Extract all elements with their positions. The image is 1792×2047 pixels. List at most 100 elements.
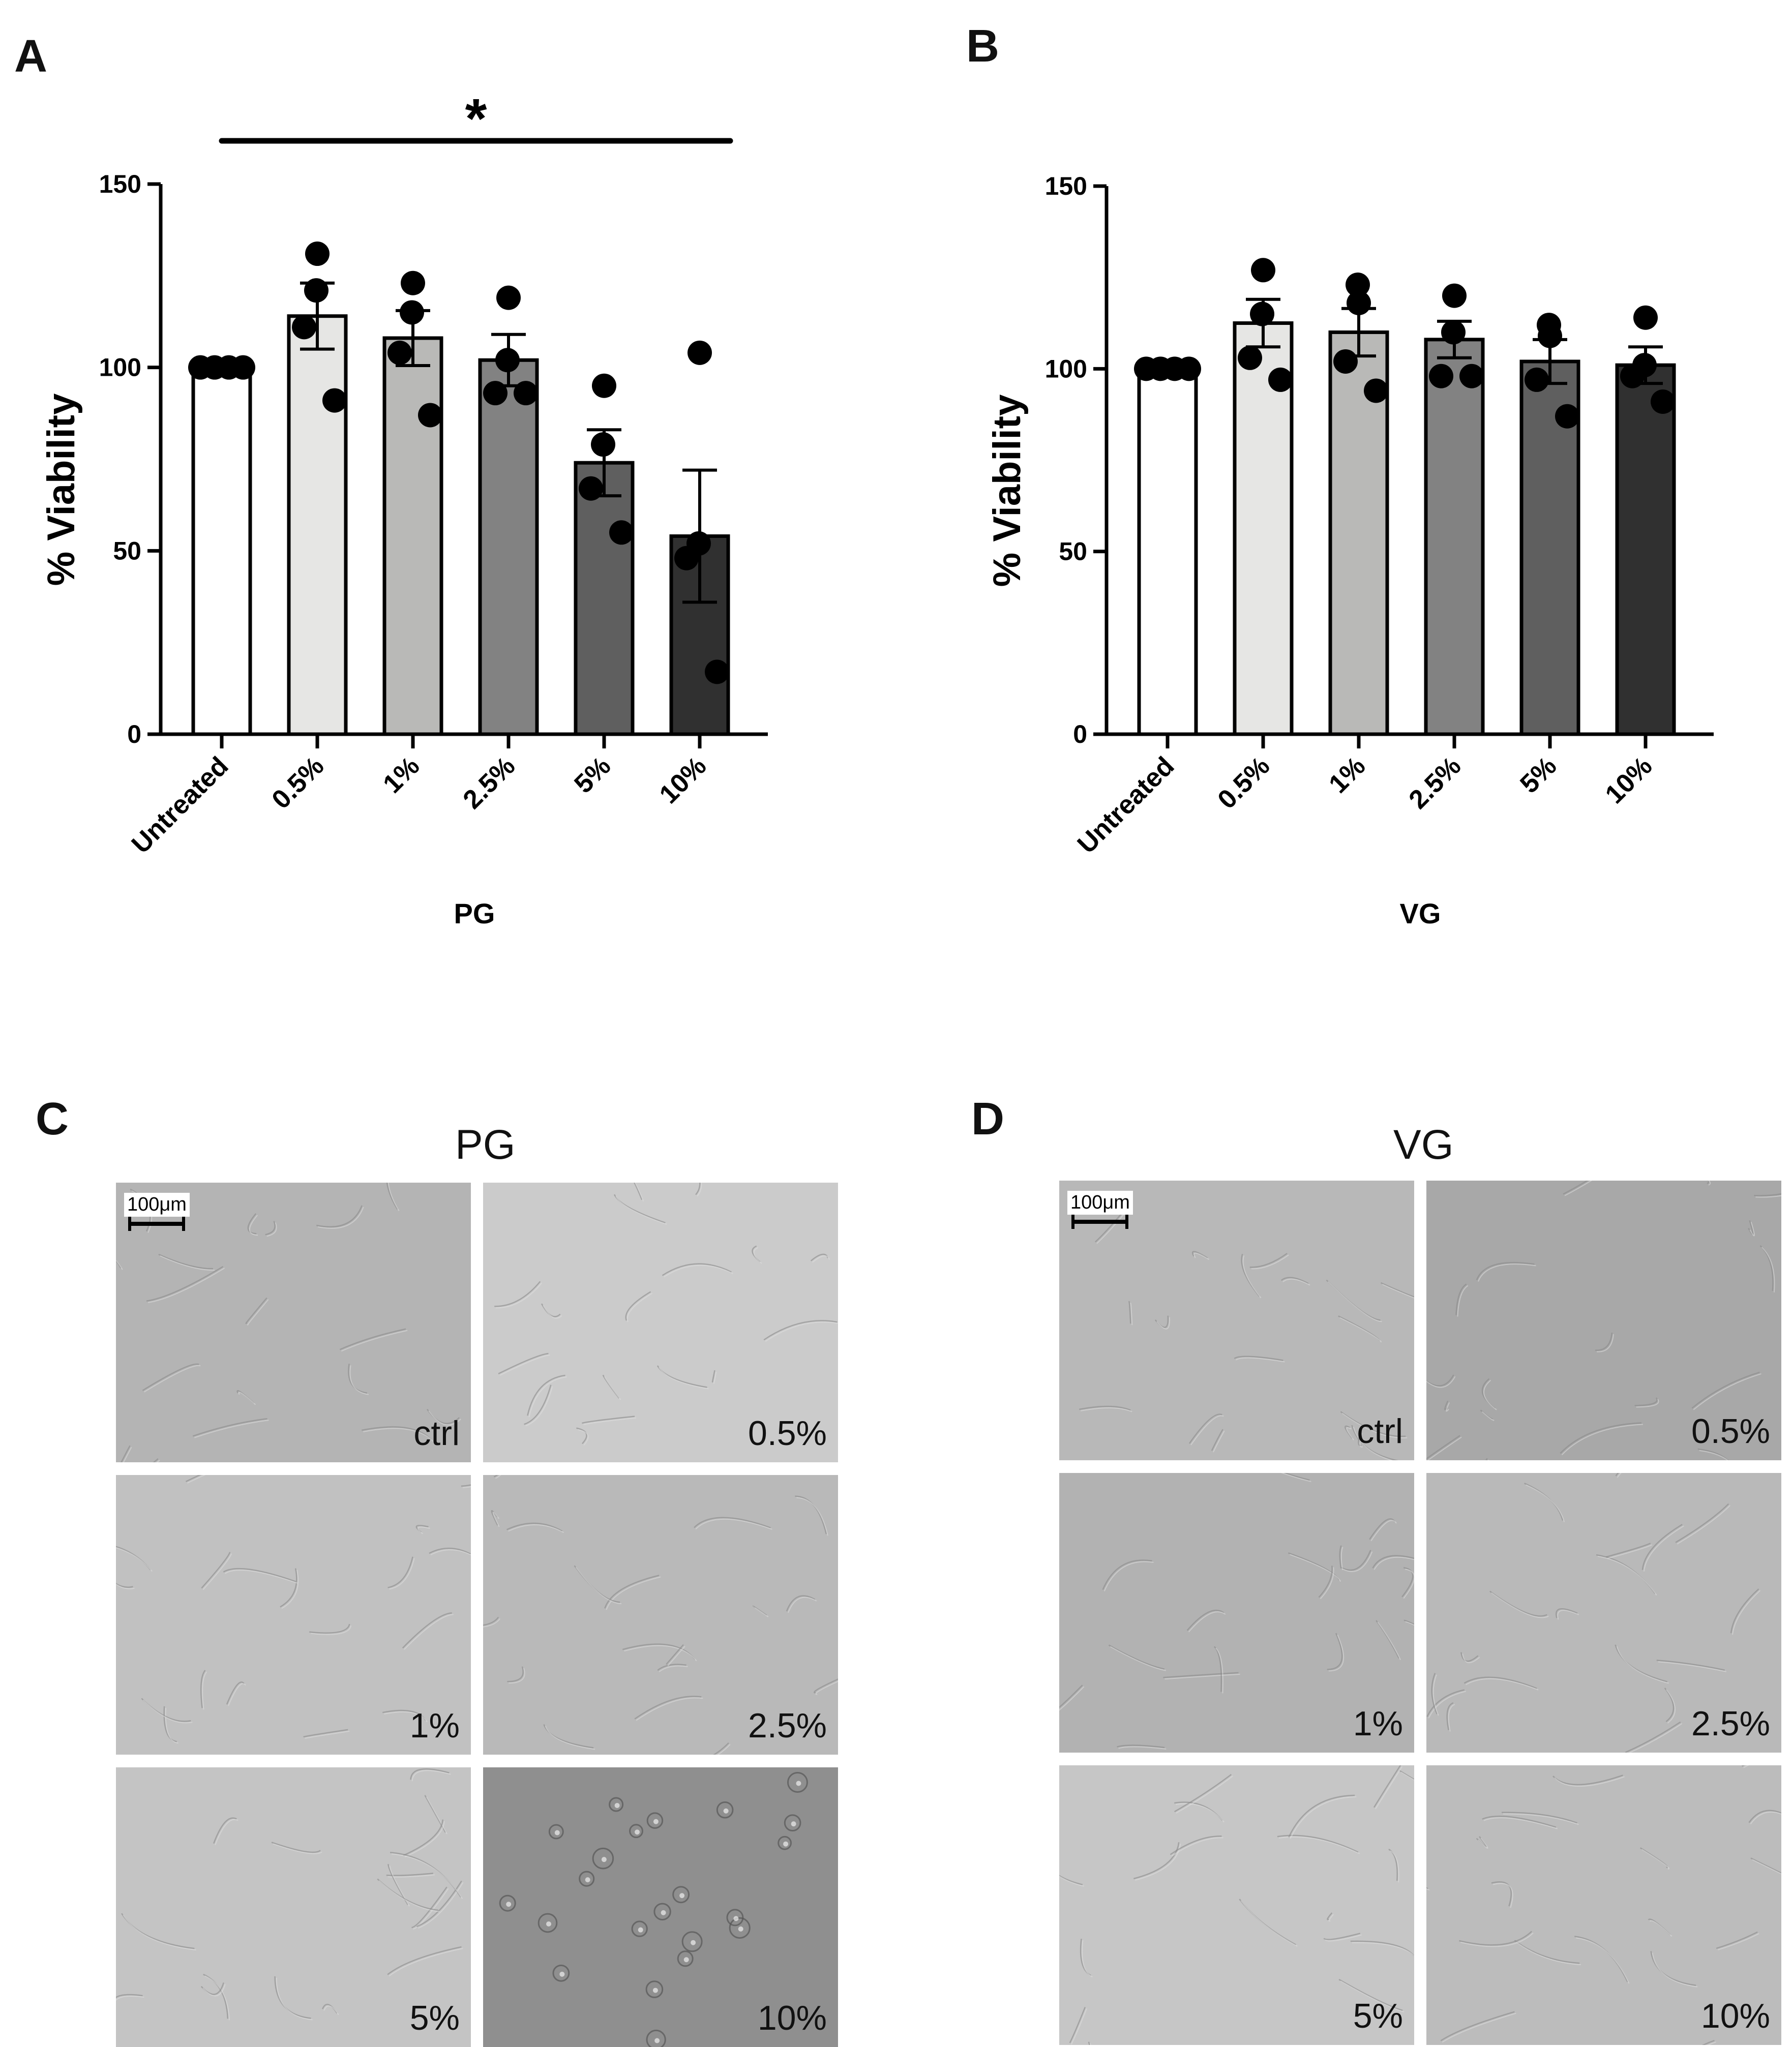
panel-label-d: D	[971, 1094, 1004, 1145]
data-point	[1346, 273, 1370, 297]
x-axis-label: VG	[1400, 897, 1441, 929]
micrograph-label: 2.5%	[748, 1706, 827, 1745]
data-point	[514, 381, 538, 406]
data-point	[1251, 258, 1275, 283]
data-point	[1525, 367, 1549, 392]
scale-bar: 100μm	[124, 1193, 190, 1231]
micrograph-tile: 2.5%	[1426, 1473, 1781, 1753]
data-point	[674, 546, 699, 570]
micrograph-label: 5%	[1353, 1997, 1403, 2035]
micrograph-label: 10%	[757, 1999, 827, 2037]
micrograph-tile: 0.5%	[1426, 1181, 1781, 1460]
cell-texture	[1426, 1181, 1781, 1460]
data-point	[1333, 349, 1358, 374]
micrograph-title-vg: VG	[1393, 1122, 1454, 1168]
data-point	[305, 242, 330, 266]
y-tick-label: 150	[1045, 172, 1087, 200]
data-point	[592, 373, 616, 398]
micrograph-grid-vg: 100μm ctrl 0.5% 1% 2.5% 5% 10%	[1059, 1181, 1781, 2045]
micrograph-tile: 100μm ctrl	[1059, 1181, 1414, 1460]
micrograph-label: 5%	[409, 1999, 460, 2037]
data-point	[1442, 283, 1467, 308]
bar	[382, 336, 443, 736]
y-tick-label: 150	[99, 170, 141, 198]
data-point	[292, 315, 316, 340]
cell-texture	[1059, 1765, 1414, 2045]
data-point	[231, 355, 255, 380]
bar	[478, 358, 539, 736]
bar	[1137, 367, 1198, 736]
cell-texture	[494, 1183, 838, 1446]
micrograph-tile: 5%	[116, 1767, 471, 2047]
cell-texture	[483, 1475, 838, 1755]
micrograph-tile: 1%	[116, 1475, 471, 1755]
significance-star: *	[465, 87, 487, 150]
data-point	[1620, 364, 1645, 388]
micrograph-grid-pg: 100μm ctrl 0.5% 1% 2.5% 5% 10%	[116, 1183, 838, 2047]
cell-texture	[116, 1475, 471, 1744]
scale-bar-line	[1071, 1215, 1128, 1229]
data-point	[1537, 313, 1561, 338]
x-axis-label: PG	[454, 897, 495, 929]
data-point	[1459, 364, 1484, 388]
scale-bar-label: 100μm	[124, 1193, 190, 1217]
bar	[574, 461, 635, 736]
micrograph-tile: 0.5%	[483, 1183, 838, 1462]
data-point	[1177, 356, 1201, 381]
data-point	[322, 388, 347, 413]
cell-texture	[1059, 1473, 1414, 1750]
data-point	[304, 278, 328, 303]
data-point	[591, 432, 615, 457]
data-point	[579, 476, 603, 501]
bar	[1615, 363, 1676, 736]
data-point	[609, 520, 634, 545]
micrograph-label: 0.5%	[1691, 1412, 1770, 1451]
x-tick-label: 1%	[377, 751, 425, 799]
data-point	[1364, 378, 1388, 403]
bar-chart-vg-viability: 0 50 100 150 % Viability Untreated 0.5% 1% 2.5% 5…	[985, 172, 1714, 929]
y-tick-label: 0	[127, 720, 141, 748]
x-tick-label: 5%	[1514, 751, 1562, 799]
micrograph-tile: 10%	[483, 1767, 838, 2047]
data-point	[387, 340, 412, 365]
y-tick-label: 100	[1045, 354, 1087, 383]
data-point	[496, 285, 521, 310]
bar-chart-pg-viability: 0 50 100 150 % Viability Untreated 0.5% 1% 2.5% 5…	[40, 87, 768, 929]
cell-texture	[1079, 1204, 1414, 1460]
bar	[1424, 338, 1485, 736]
data-point	[483, 381, 507, 406]
x-tick-label: 0.5%	[1212, 751, 1276, 815]
y-tick-label: 50	[1059, 537, 1087, 566]
y-tick-label: 0	[1073, 720, 1087, 748]
cell-texture	[499, 1772, 808, 2047]
data-point	[400, 300, 424, 325]
x-tick-label: 2.5%	[458, 751, 521, 815]
data-point	[1633, 305, 1658, 330]
data-point	[495, 348, 520, 373]
data-point	[1651, 389, 1675, 414]
micrograph-label: ctrl	[413, 1414, 460, 1453]
x-tick-label: 1%	[1323, 751, 1371, 799]
y-tick-label: 100	[99, 353, 141, 382]
micrograph-tile: 2.5%	[483, 1475, 838, 1755]
bar	[287, 314, 348, 736]
micrograph-label: ctrl	[1357, 1412, 1403, 1451]
data-point	[401, 270, 425, 295]
data-point	[1347, 290, 1371, 315]
scale-bar-line	[128, 1217, 185, 1231]
data-point	[688, 340, 712, 365]
micrograph-label: 0.5%	[748, 1414, 827, 1453]
micrograph-tile: 5%	[1059, 1765, 1414, 2045]
panel-label-a: A	[14, 31, 47, 82]
y-tick-label: 50	[113, 536, 141, 565]
y-axis-label: % Viability	[985, 395, 1029, 587]
micrograph-tile: 10%	[1426, 1765, 1781, 2045]
data-point	[705, 659, 729, 684]
y-axis-label: % Viability	[40, 394, 83, 586]
micrograph-label: 1%	[409, 1706, 460, 1745]
x-tick-label: 2.5%	[1403, 751, 1467, 815]
cell-texture	[116, 1183, 461, 1462]
data-point	[1555, 404, 1579, 429]
bar	[191, 366, 252, 736]
x-tick-label: 5%	[569, 751, 616, 799]
